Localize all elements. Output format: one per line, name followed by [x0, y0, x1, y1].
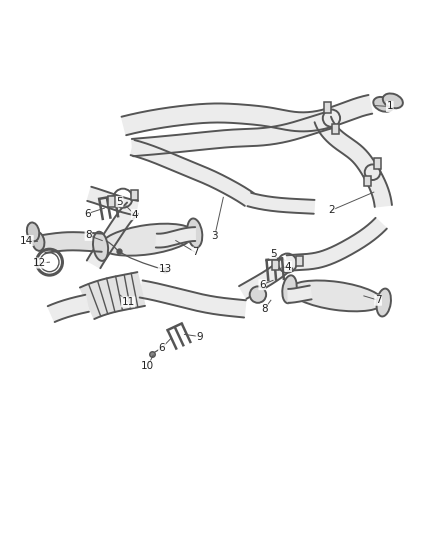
Polygon shape	[121, 95, 372, 135]
Text: 5: 5	[270, 248, 276, 259]
Text: 14: 14	[20, 236, 33, 246]
FancyBboxPatch shape	[272, 260, 279, 270]
Text: 2: 2	[328, 205, 335, 215]
Polygon shape	[42, 232, 103, 253]
Text: 9: 9	[196, 332, 203, 342]
Polygon shape	[87, 187, 138, 215]
Ellipse shape	[100, 224, 195, 256]
FancyBboxPatch shape	[131, 190, 138, 200]
Polygon shape	[314, 117, 392, 207]
Ellipse shape	[27, 222, 39, 241]
Text: 10: 10	[141, 361, 154, 371]
Text: 6: 6	[159, 343, 165, 353]
FancyBboxPatch shape	[108, 196, 114, 207]
Ellipse shape	[290, 280, 384, 311]
Ellipse shape	[373, 97, 393, 112]
Text: 5: 5	[116, 197, 123, 207]
Polygon shape	[132, 111, 334, 156]
Text: 3: 3	[212, 231, 218, 241]
Ellipse shape	[187, 219, 202, 248]
Text: 8: 8	[261, 304, 268, 314]
Text: 1: 1	[386, 101, 393, 111]
Text: 4: 4	[131, 209, 138, 220]
FancyBboxPatch shape	[332, 124, 339, 134]
Polygon shape	[239, 258, 293, 299]
Text: 7: 7	[375, 295, 381, 305]
Ellipse shape	[32, 232, 44, 251]
Polygon shape	[156, 227, 195, 247]
Text: 6: 6	[259, 280, 265, 289]
Polygon shape	[286, 218, 387, 271]
Ellipse shape	[250, 286, 266, 303]
Ellipse shape	[377, 288, 391, 317]
Text: 13: 13	[158, 264, 172, 273]
Polygon shape	[140, 280, 246, 318]
Text: 4: 4	[285, 262, 292, 271]
FancyBboxPatch shape	[364, 176, 371, 186]
Polygon shape	[247, 193, 314, 214]
Ellipse shape	[282, 276, 297, 303]
Polygon shape	[288, 286, 311, 303]
Ellipse shape	[93, 232, 108, 261]
FancyBboxPatch shape	[374, 158, 381, 168]
Polygon shape	[131, 140, 254, 206]
Ellipse shape	[383, 93, 403, 108]
Polygon shape	[48, 295, 89, 322]
Text: 8: 8	[85, 230, 92, 240]
Text: 11: 11	[122, 297, 135, 307]
FancyBboxPatch shape	[296, 256, 303, 266]
Text: 7: 7	[192, 247, 198, 257]
FancyBboxPatch shape	[324, 102, 331, 113]
Text: 6: 6	[84, 209, 90, 219]
Polygon shape	[87, 203, 138, 268]
Text: 12: 12	[33, 258, 46, 268]
Polygon shape	[80, 272, 145, 319]
